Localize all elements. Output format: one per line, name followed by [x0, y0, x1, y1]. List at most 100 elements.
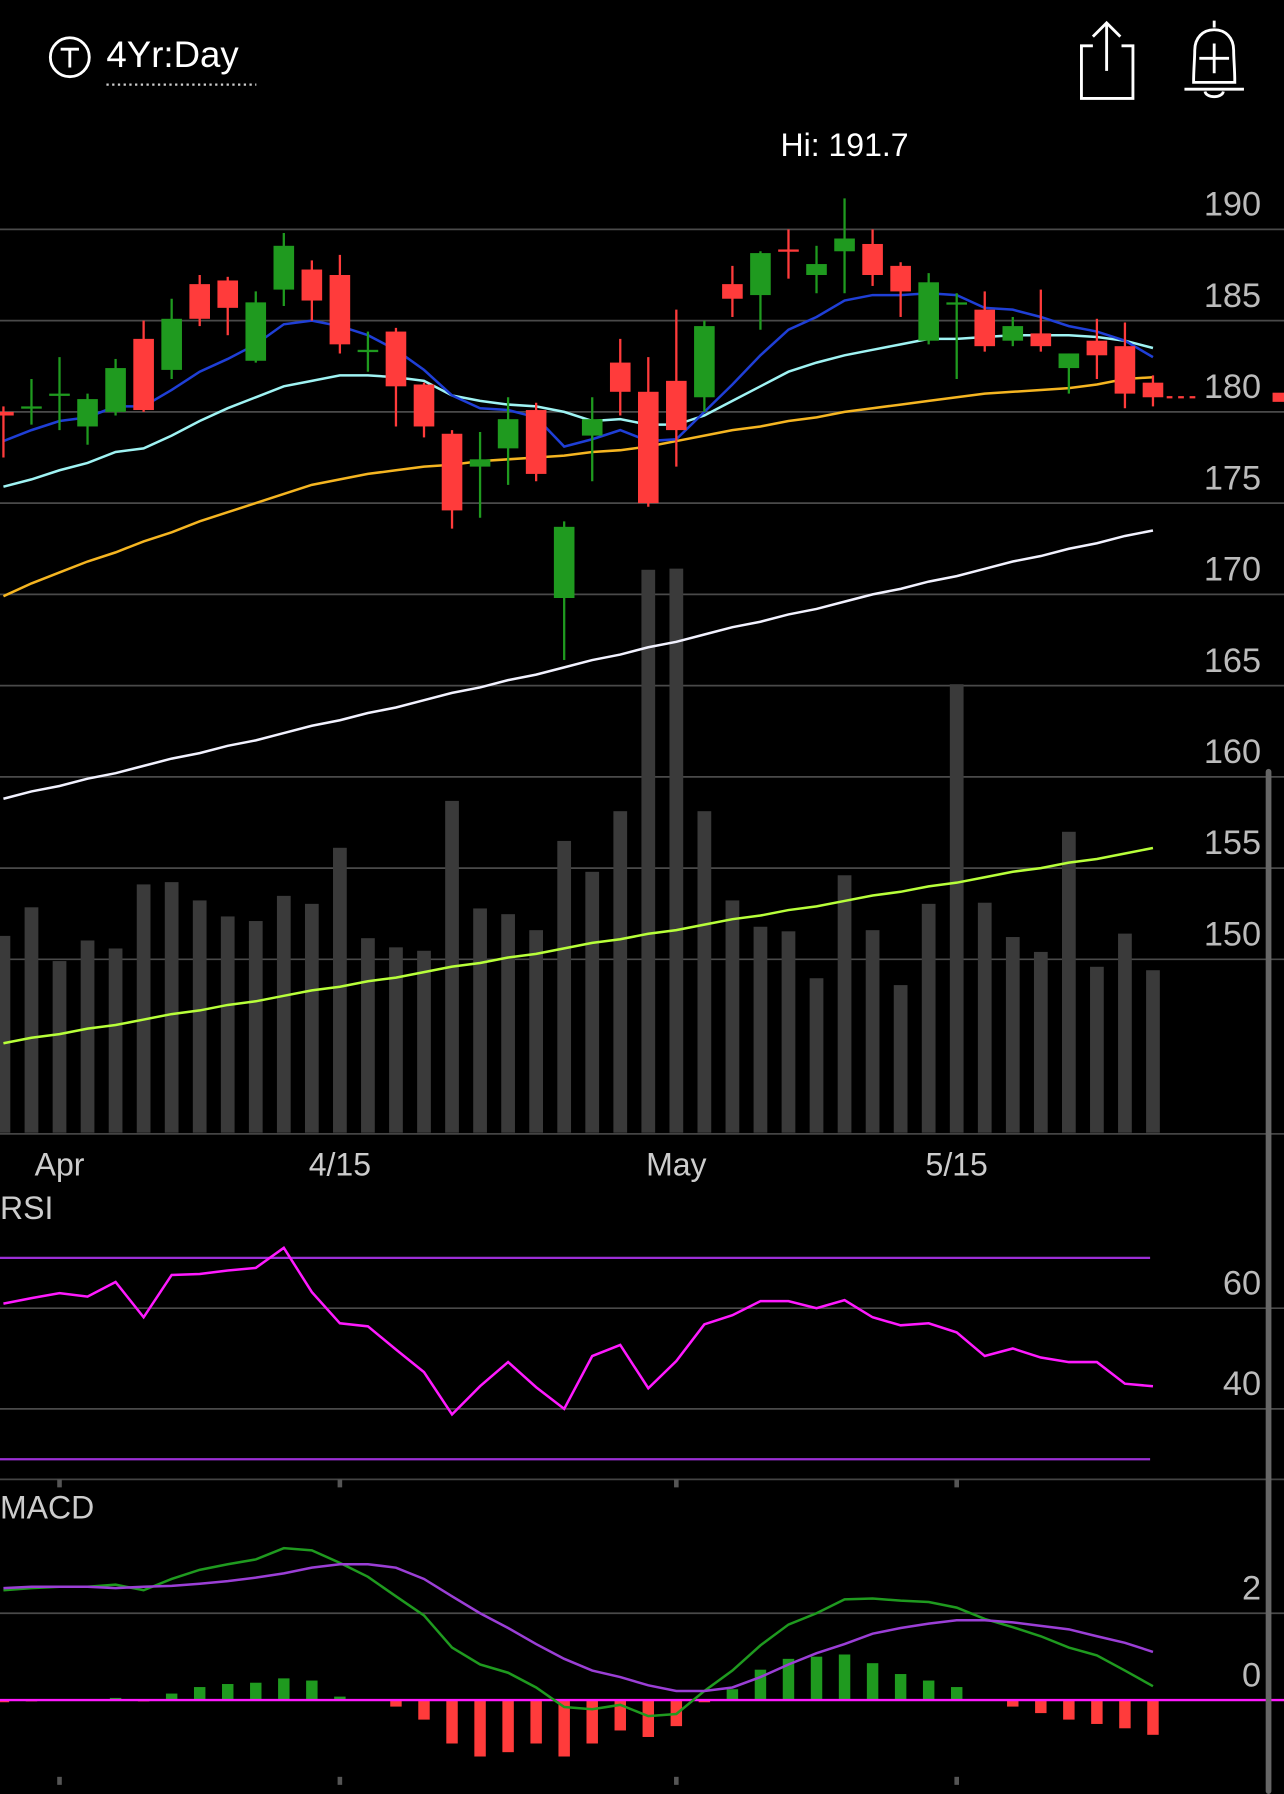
- bell-icon: [1184, 20, 1244, 99]
- candle-body: [778, 249, 799, 252]
- candle-body: [1086, 340, 1108, 356]
- alert-button[interactable]: [1184, 20, 1244, 99]
- candle-body: [49, 393, 70, 396]
- histogram-bar: [922, 1680, 935, 1701]
- volume-bar: [136, 884, 151, 1133]
- candle-body: [1002, 326, 1024, 341]
- macd-line: [3, 1546, 1154, 1718]
- volume-bar: [276, 895, 291, 1133]
- candle-body: [806, 264, 827, 276]
- y-tick-label: 160: [1204, 733, 1261, 771]
- volume-bar: [52, 961, 67, 1133]
- candle-body: [525, 410, 547, 474]
- volume-bar: [0, 935, 11, 1133]
- volume-bar: [809, 978, 824, 1133]
- panel-title: MACD: [0, 1490, 94, 1526]
- histogram-bar: [446, 1700, 458, 1744]
- candle-body: [385, 331, 407, 387]
- y-tick-label: 180: [1204, 368, 1261, 406]
- volume-bar: [192, 900, 207, 1133]
- volume-bar: [80, 940, 95, 1133]
- histogram-bar: [278, 1678, 290, 1701]
- y-tick-label: 190: [1204, 186, 1261, 224]
- ticker-icon: [48, 36, 91, 79]
- moving-average-line: [3, 529, 1154, 800]
- candle-body: [329, 275, 351, 345]
- scrollbar[interactable]: [1265, 768, 1272, 1794]
- volume-bar: [837, 875, 852, 1133]
- histogram-bar: [950, 1687, 963, 1701]
- volume-bar: [333, 847, 347, 1133]
- volume-bar: [613, 811, 628, 1133]
- bell-plus: [1199, 43, 1230, 74]
- last-price-marker: [1272, 392, 1284, 402]
- macd-line: [3, 1562, 1154, 1693]
- candle-body: [245, 302, 267, 361]
- share-icon: [1080, 44, 1135, 100]
- histogram-bar: [782, 1658, 795, 1701]
- histogram-bar: [250, 1682, 262, 1701]
- candle-body: [918, 282, 939, 341]
- histogram-bar: [838, 1654, 851, 1701]
- histogram-bar: [502, 1700, 514, 1753]
- histogram-bar: [1091, 1700, 1103, 1724]
- moving-average-line: [2, 291, 1154, 448]
- volume-bar: [725, 900, 740, 1133]
- volume-bar: [389, 947, 403, 1133]
- candle-body: [357, 349, 379, 353]
- volume-bar: [248, 921, 263, 1133]
- candle-body: [161, 318, 182, 370]
- volume-bar: [1146, 970, 1160, 1133]
- histogram-bar: [530, 1700, 542, 1744]
- volume-bar: [473, 908, 487, 1133]
- histogram-bar: [1119, 1700, 1131, 1729]
- candle-body: [217, 280, 239, 308]
- candle-body: [666, 380, 687, 431]
- volume-bar: [585, 871, 600, 1133]
- y-tick-label: 60: [1223, 1264, 1261, 1302]
- y-tick-label: 40: [1223, 1365, 1261, 1403]
- volume-bar: [1033, 951, 1048, 1133]
- candle-body: [553, 526, 575, 599]
- moving-average-line: [3, 846, 1154, 1045]
- y-tick-label: 0: [1242, 1656, 1261, 1694]
- candle-body: [77, 399, 98, 427]
- share-button[interactable]: [1080, 20, 1135, 100]
- volume-bar: [1118, 933, 1132, 1133]
- volume-bar: [949, 684, 964, 1133]
- volume-bar: [501, 914, 515, 1133]
- volume-bar: [304, 903, 319, 1133]
- candle-body: [1030, 333, 1052, 347]
- rsi-line: [3, 1245, 1154, 1417]
- candle-body: [722, 284, 743, 299]
- volume-bar: [108, 948, 123, 1133]
- histogram-bar: [418, 1700, 430, 1720]
- volume-bar: [641, 569, 656, 1133]
- volume-bar: [1090, 966, 1104, 1133]
- timeframe-button[interactable]: 4Yr:Day: [48, 34, 257, 86]
- volume-bar: [697, 811, 712, 1133]
- candle-body: [609, 362, 631, 392]
- candle-body: [469, 459, 491, 467]
- volume-bar: [557, 840, 572, 1133]
- volume-bar: [669, 568, 684, 1133]
- candle-body: [694, 326, 715, 398]
- y-tick-label: 150: [1204, 916, 1261, 954]
- volume-bar: [1005, 937, 1020, 1133]
- volume-bar: [865, 930, 880, 1133]
- histogram-bar: [1147, 1700, 1159, 1735]
- y-tick-label: 165: [1204, 642, 1261, 680]
- candle-body: [637, 391, 659, 504]
- histogram-bar: [390, 1700, 402, 1707]
- candle-body: [413, 384, 435, 427]
- candle-body: [189, 284, 210, 319]
- candle-body: [0, 411, 14, 416]
- candle-body: [301, 269, 323, 301]
- volume-bar: [781, 931, 796, 1133]
- timeframe-label: 4Yr:Day: [106, 34, 239, 75]
- y-tick-label: 185: [1204, 277, 1261, 315]
- candle-body: [834, 238, 855, 252]
- panel-title: RSI: [0, 1190, 53, 1226]
- x-tick-label: 5/15: [926, 1146, 988, 1182]
